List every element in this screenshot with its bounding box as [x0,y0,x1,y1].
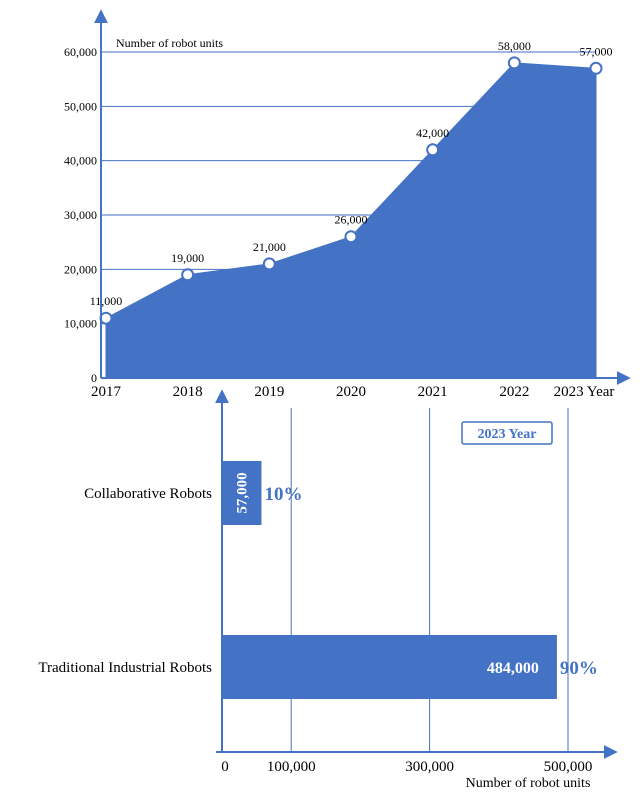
data-label-2021: 42,000 [416,126,449,140]
area-point-2021 [426,143,440,157]
bar-value-label: 57,000 [235,472,251,513]
x-tick-label: 100,000 [267,759,316,775]
area-chart-x-tick-labels: 2017 2018 2019 2020 2021 2022 2023 Year [91,384,614,400]
area-point-2020 [344,230,358,244]
x-tick-label: 2023 Year [554,384,615,400]
area-chart: 0 10,000 20,000 30,000 40,000 50,000 60,000 20… [64,9,631,400]
y-tick-label: 50,000 [64,99,97,113]
data-label-2018: 19,000 [171,251,204,265]
x-tick-label: 2018 [173,384,203,400]
bar-chart-category-labels: Collaborative Robots Traditional Industri… [38,486,212,676]
area-point-2018 [181,268,195,282]
data-label-2020: 26,000 [335,213,368,227]
year-badge-frame [461,421,553,445]
area-point-2019 [262,257,276,271]
x-tick-label: 2020 [336,384,366,400]
bar-percent-label: 90% [560,658,598,679]
bar-traditional-industrial-robots [222,635,557,699]
area-point-2017 [99,311,113,325]
bar-value-label: 484,000 [487,660,539,677]
y-tick-label: 30,000 [64,208,97,222]
bar-chart: 57,000 10% 484,000 90% Collaborative Robots… [38,389,618,791]
bar-chart-x-tick-labels: 0 100,000 300,000 500,000 [221,759,592,775]
area-chart-y-axis-title: Number of robot units [116,36,223,50]
y-tick-label: 60,000 [64,45,97,59]
data-label-2017: 11,000 [90,294,123,308]
area-point-2023 [589,61,603,75]
area-chart-data-labels: 11,000 19,000 21,000 26,000 42,000 58,000 57,0… [90,39,613,308]
y-tick-label: 40,000 [64,154,97,168]
x-tick-label: 2017 [91,384,122,400]
x-tick-label: 500,000 [544,759,593,775]
bar-chart-x-axis-title: Number of robot units [466,776,591,791]
year-badge: 2023 Year [478,427,537,442]
x-tick-label: 2021 [418,384,448,400]
area-chart-points [99,56,603,325]
y-tick-label: 0 [91,371,97,385]
category-label: Traditional Industrial Robots [38,660,212,676]
category-label: Collaborative Robots [84,486,212,502]
x-tick-label: 2022 [499,384,529,400]
bar-chart-gridlines [290,408,569,752]
data-label-2023: 57,000 [580,44,613,58]
y-tick-label: 10,000 [64,317,97,331]
data-label-2022: 58,000 [498,39,531,53]
bar-percent-label: 10% [264,484,302,505]
area-point-2022 [507,56,521,70]
x-tick-label: 2019 [254,384,284,400]
x-tick-label: 0 [221,759,229,775]
y-tick-label: 20,000 [64,262,97,276]
bar-collaborative-robots [222,461,262,525]
area-chart-y-tick-labels: 0 10,000 20,000 30,000 40,000 50,000 60,000 [64,45,97,385]
x-tick-label: 300,000 [405,759,454,775]
bar-chart-bars: 57,000 10% 484,000 90% [222,461,598,699]
area-series-fill [105,62,597,379]
data-label-2019: 21,000 [253,240,286,254]
